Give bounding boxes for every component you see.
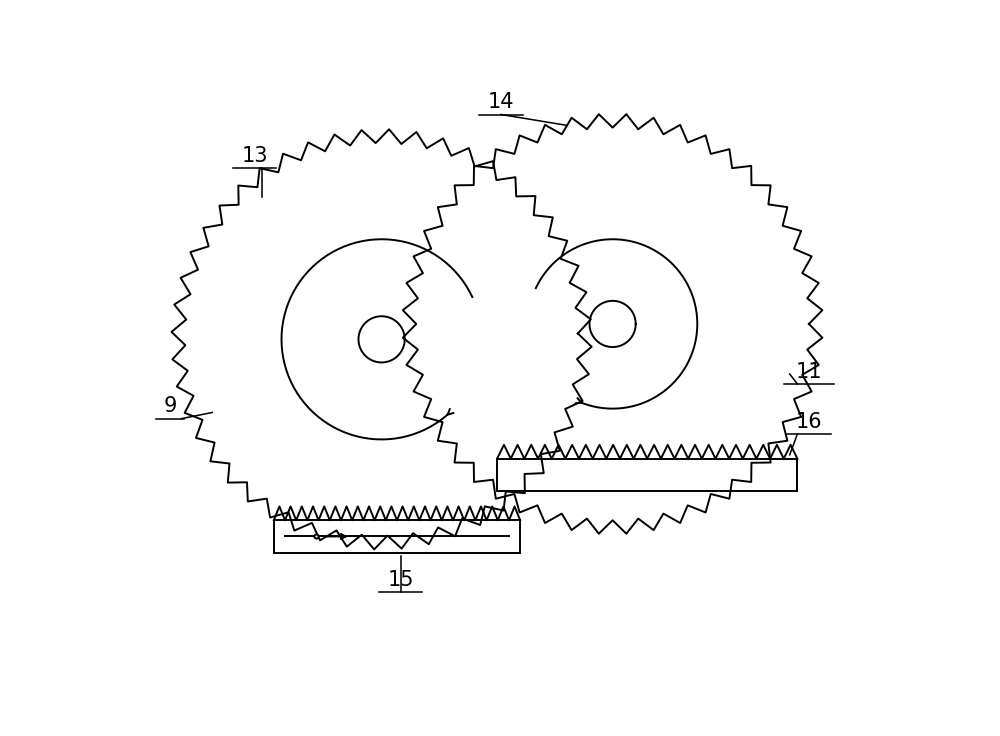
Text: 11: 11 xyxy=(796,361,822,382)
Text: 16: 16 xyxy=(796,411,822,432)
Text: 14: 14 xyxy=(488,92,514,112)
Text: 13: 13 xyxy=(241,146,268,166)
Text: 9: 9 xyxy=(163,397,177,417)
Text: 15: 15 xyxy=(388,570,414,590)
